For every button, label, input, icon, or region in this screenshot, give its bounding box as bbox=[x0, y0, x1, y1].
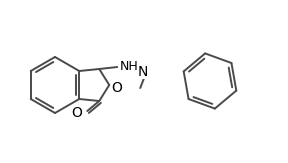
Text: N: N bbox=[138, 65, 148, 79]
Text: O: O bbox=[71, 105, 82, 119]
Text: NH: NH bbox=[120, 60, 139, 73]
Text: O: O bbox=[111, 81, 122, 95]
